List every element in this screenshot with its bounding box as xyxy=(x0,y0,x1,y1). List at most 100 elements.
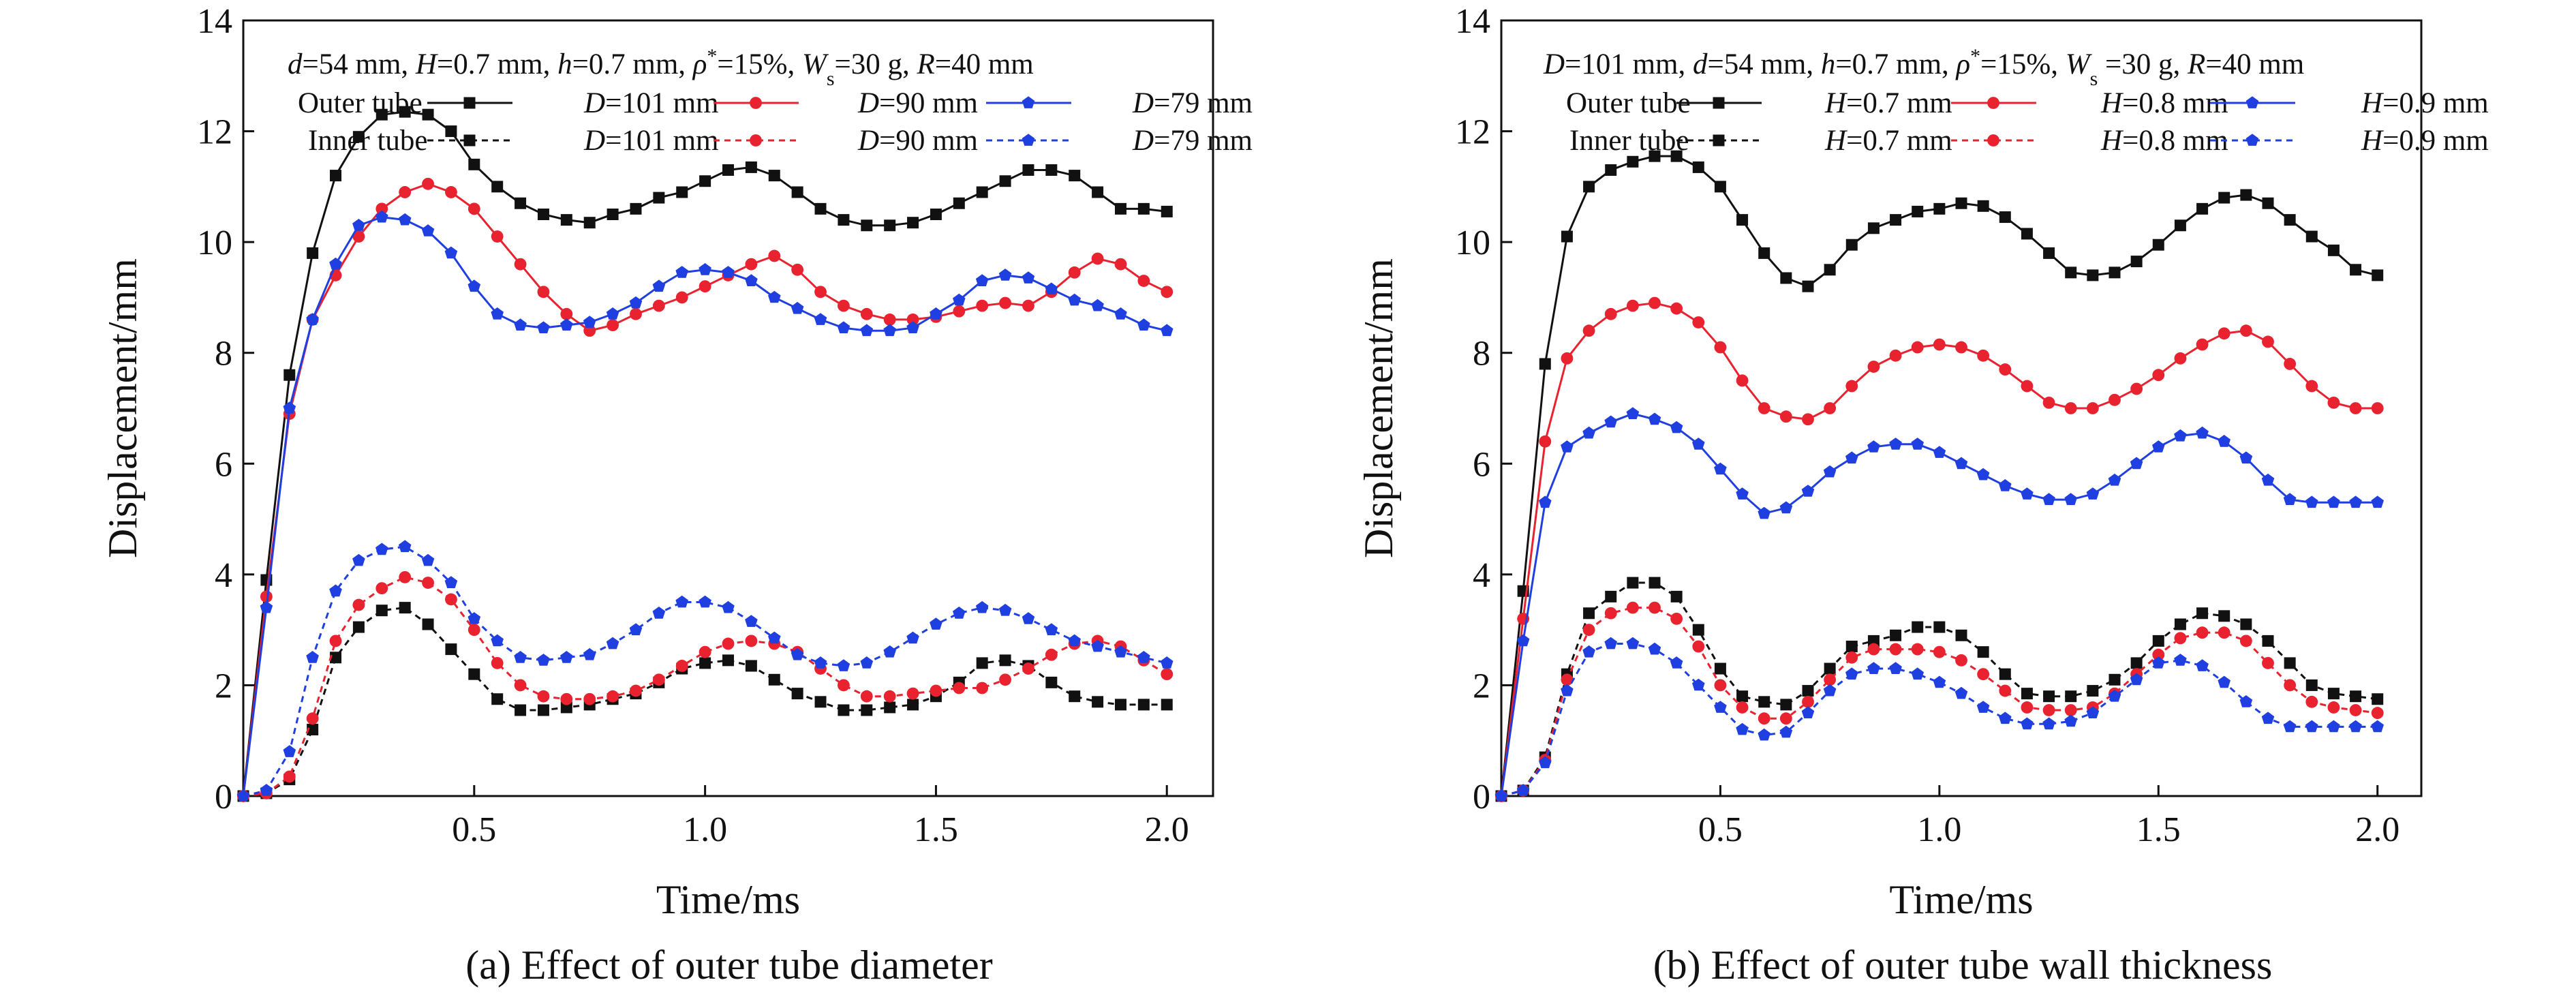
header-part: D xyxy=(1132,125,1154,157)
data-point xyxy=(907,699,919,711)
data-point xyxy=(2065,266,2077,279)
legend-marker xyxy=(2245,96,2259,108)
data-point xyxy=(2064,493,2077,505)
data-point xyxy=(283,369,296,381)
data-point xyxy=(2283,720,2297,733)
data-point xyxy=(583,217,596,229)
data-point xyxy=(467,279,481,292)
data-point xyxy=(837,679,850,692)
data-point xyxy=(1999,668,2011,680)
data-point xyxy=(883,645,896,658)
y-tick-label: 0 xyxy=(215,778,232,816)
data-point xyxy=(1890,214,1902,226)
data-point xyxy=(398,213,412,226)
data-point xyxy=(2021,688,2033,700)
header-part: d xyxy=(1693,48,1708,80)
data-point xyxy=(1955,197,1967,209)
header-part: =101 mm, xyxy=(1565,48,1693,80)
data-point xyxy=(2021,717,2034,730)
data-point xyxy=(1912,205,1924,217)
header-part: R xyxy=(2187,48,2205,80)
data-point xyxy=(1933,621,1946,633)
plot-frame xyxy=(242,19,1214,797)
data-point xyxy=(930,617,942,630)
data-point xyxy=(330,652,342,664)
header-part: =40 mm xyxy=(935,48,1034,80)
data-point xyxy=(352,219,365,231)
legend-header: d=54 mm, H=0.7 mm, h=0.7 mm, ρ*=15%, Ws=… xyxy=(288,45,1034,90)
data-point xyxy=(329,584,342,597)
legend-marker xyxy=(2245,134,2259,146)
header-part: H xyxy=(2100,125,2123,157)
data-point xyxy=(1758,696,1770,708)
data-point xyxy=(1670,302,1683,315)
data-point xyxy=(399,106,411,118)
data-point xyxy=(860,307,873,320)
data-point xyxy=(1091,639,1104,652)
legend-label: D=101 mm xyxy=(583,87,718,119)
data-point xyxy=(560,651,573,663)
data-point xyxy=(2327,495,2340,508)
data-point xyxy=(2327,244,2340,256)
data-point xyxy=(514,651,527,663)
data-point xyxy=(999,673,1011,686)
data-point xyxy=(2284,657,2296,669)
data-point xyxy=(930,209,942,220)
data-point xyxy=(1714,701,1727,713)
header-part: R xyxy=(917,48,935,80)
data-point xyxy=(560,318,573,331)
data-point xyxy=(745,258,758,271)
data-point xyxy=(1045,676,1058,688)
series-line xyxy=(1501,581,2378,797)
data-point xyxy=(1779,725,1793,738)
data-point xyxy=(814,696,827,708)
data-point xyxy=(2109,266,2121,279)
data-point xyxy=(884,701,896,714)
data-point xyxy=(445,593,457,606)
data-point xyxy=(1845,380,1858,393)
data-point xyxy=(814,286,827,299)
data-point xyxy=(1137,651,1150,663)
header-part: H xyxy=(1824,87,1847,119)
y-tick-label: 0 xyxy=(1473,778,1490,816)
data-point xyxy=(791,647,804,660)
data-point xyxy=(1582,624,1595,637)
data-point xyxy=(422,108,434,121)
data-point xyxy=(2371,720,2384,733)
data-point xyxy=(421,224,435,236)
x-axis-label: Time/ms xyxy=(1889,877,2033,922)
data-point xyxy=(1649,601,1661,614)
data-point xyxy=(1845,451,1858,464)
legend-label: D=79 mm xyxy=(1132,87,1253,119)
data-point xyxy=(1802,685,1814,697)
data-point xyxy=(1539,358,1551,370)
legend-label: H=0.9 mm xyxy=(2361,125,2489,157)
data-point xyxy=(930,684,942,697)
series-outer-D101 xyxy=(237,106,1173,802)
data-point xyxy=(2043,247,2055,259)
y-tick-label: 4 xyxy=(215,556,232,595)
data-point xyxy=(791,263,804,276)
data-point xyxy=(1604,415,1617,428)
data-point xyxy=(422,618,434,630)
data-point xyxy=(2262,197,2274,209)
data-point xyxy=(1933,675,1946,688)
data-point xyxy=(2065,690,2077,703)
data-point xyxy=(814,656,827,669)
chart-panel-b: 0 2 4 6 8 10 12 14 0.5 1.0 1.5 2.0 Time/ms Displaceme… xyxy=(1356,2,2489,988)
data-point xyxy=(1539,495,1552,508)
data-point xyxy=(467,624,480,637)
data-point xyxy=(1889,438,1902,450)
data-point xyxy=(1539,435,1552,448)
series-outer-D79 xyxy=(236,210,1174,801)
data-point xyxy=(998,269,1012,281)
header-part: H xyxy=(415,48,438,80)
data-point xyxy=(1736,214,1749,226)
legend-marker xyxy=(1022,134,1035,146)
y-tick-label: 14 xyxy=(1455,2,1490,41)
data-point xyxy=(999,296,1011,309)
data-point xyxy=(537,690,550,703)
y-tick-label: 2 xyxy=(215,667,232,705)
data-point xyxy=(1736,701,1749,714)
